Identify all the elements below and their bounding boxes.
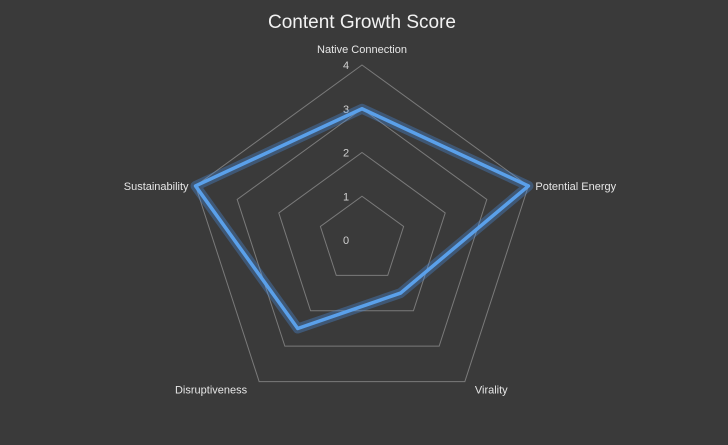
data-point-2 [399, 291, 403, 295]
grid-ring-3 [236, 108, 488, 347]
tick-label-3: 3 [343, 104, 349, 116]
grid-layer [194, 64, 530, 383]
data-point-4 [194, 184, 198, 188]
chart-title: Content Growth Score [268, 12, 456, 33]
grid-ring-2 [278, 151, 446, 312]
axis-label-disruptiveness: Disruptiveness [175, 385, 248, 397]
axis-label-sustainability: Sustainability [124, 181, 189, 193]
tick-label-0: 0 [343, 235, 349, 247]
data-point-1 [526, 184, 530, 188]
data-point-3 [296, 326, 300, 330]
series-layer [190, 103, 534, 334]
grid-ring-1 [319, 195, 405, 276]
axis-label-native-connection: Native Connection [317, 44, 407, 56]
tick-layer: 0 1 2 3 4 [343, 60, 349, 247]
series-glow-0 [190, 103, 534, 334]
axis-label-virality: Virality [475, 385, 508, 397]
series-line-0 [193, 107, 531, 331]
tick-label-1: 1 [343, 191, 349, 203]
axis-label-layer: Native Connection Potential Energy Viralit… [124, 44, 617, 397]
tick-label-2: 2 [343, 148, 349, 160]
data-point-0 [360, 107, 364, 111]
grid-ring-4 [194, 64, 530, 383]
tick-label-4: 4 [343, 60, 349, 72]
axis-label-potential-energy: Potential Energy [535, 181, 616, 193]
